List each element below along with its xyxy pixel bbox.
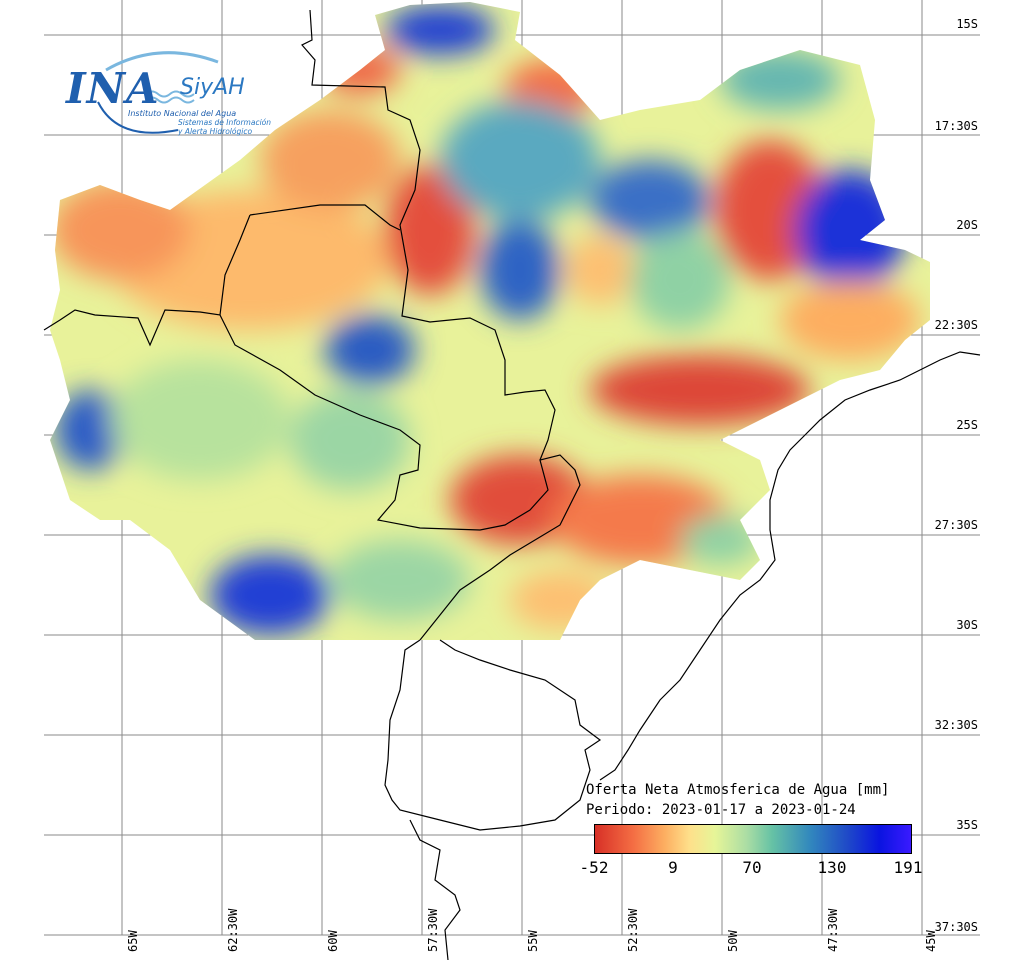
lon-label: 50W	[726, 930, 740, 952]
lon-label: 52:30W	[626, 909, 640, 952]
lat-label: 17:30S	[935, 119, 978, 133]
legend: Oferta Neta Atmosferica de Agua [mm] Per…	[586, 782, 926, 882]
legend-title: Oferta Neta Atmosferica de Agua [mm]	[586, 782, 889, 798]
logo-system-line1: Sistemas de Información	[178, 118, 278, 127]
lon-label: 57:30W	[426, 909, 440, 952]
ina-logo: INA SiyAH Instituto Nacional del Agua Si…	[58, 42, 283, 147]
lat-label: 35S	[956, 818, 978, 832]
colorbar-tick: -52	[580, 858, 609, 877]
lat-label: 20S	[956, 218, 978, 232]
lat-label: 30S	[956, 618, 978, 632]
lon-label: 55W	[526, 930, 540, 952]
lon-label: 47:30W	[826, 909, 840, 952]
logo-system-text: Sistemas de Información y Alerta Hidroló…	[178, 118, 278, 136]
lat-label: 25S	[956, 418, 978, 432]
lon-label: 65W	[126, 930, 140, 952]
colorbar-tick: 191	[894, 858, 923, 877]
logo-system-line2: y Alerta Hidrológico	[178, 127, 278, 136]
lon-label: 60W	[326, 930, 340, 952]
colorbar-tick: 9	[668, 858, 678, 877]
lon-label: 62:30W	[226, 909, 240, 952]
logo-institute-text: Instituto Nacional del Agua	[128, 109, 236, 118]
lat-label: 15S	[956, 17, 978, 31]
logo-ina-text: INA	[66, 64, 160, 113]
lon-label: 45W	[924, 930, 938, 952]
legend-period: Periodo: 2023-01-17 a 2023-01-24	[586, 802, 856, 818]
colorbar-tick: 130	[818, 858, 847, 877]
colorbar	[594, 824, 912, 854]
lat-label: 37:30S	[935, 920, 978, 934]
lat-label: 22:30S	[935, 318, 978, 332]
lat-label: 32:30S	[935, 718, 978, 732]
colorbar-tick: 70	[742, 858, 761, 877]
logo-siyah-text: SiyAH	[180, 75, 245, 100]
lat-label: 27:30S	[935, 518, 978, 532]
